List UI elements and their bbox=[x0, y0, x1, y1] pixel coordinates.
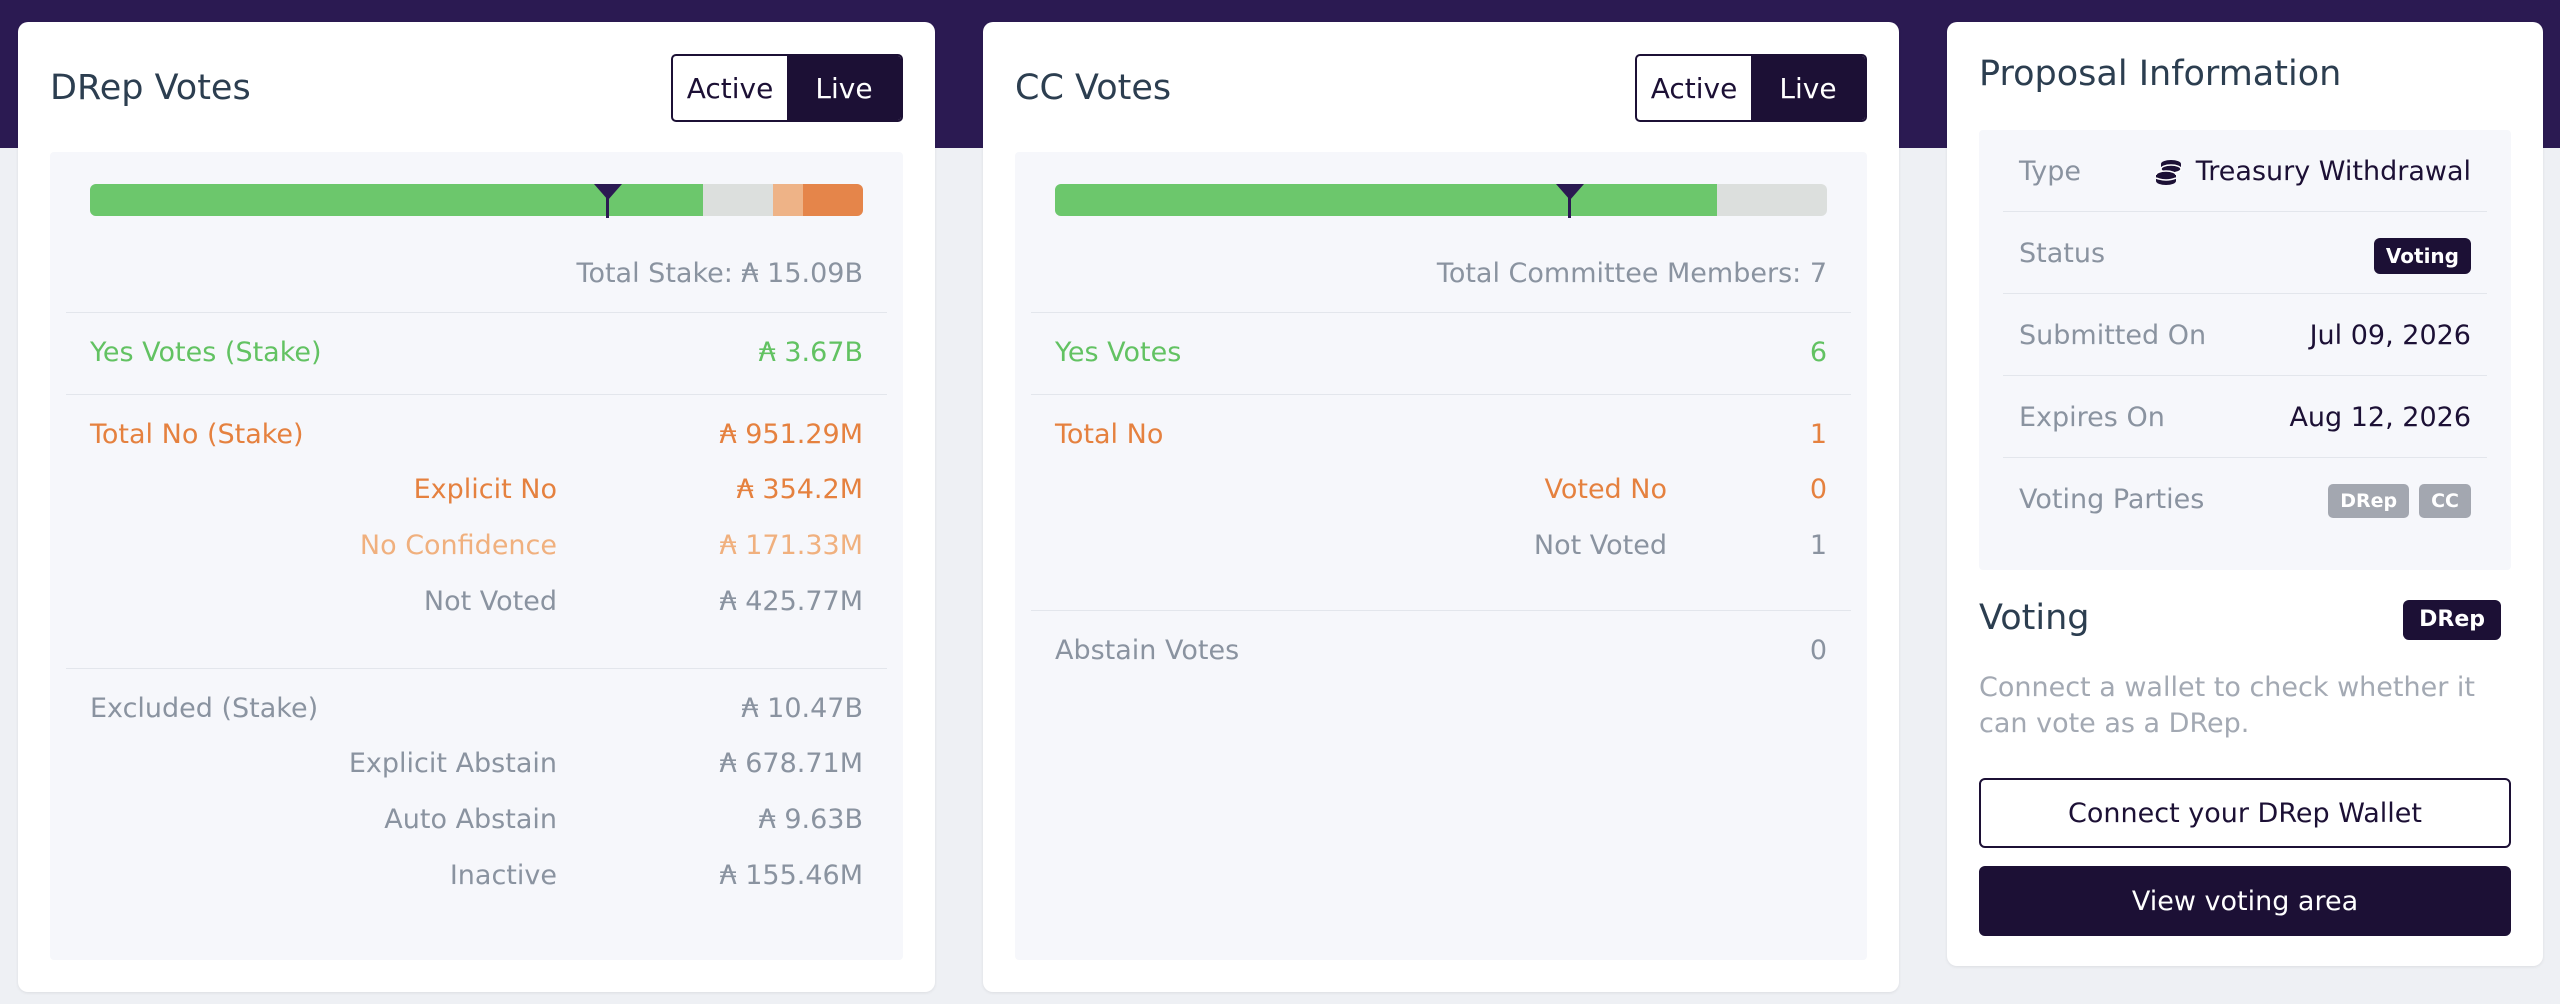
cc-yes-row: Yes Votes 6 bbox=[1031, 312, 1851, 392]
drep-auto-abstain-row: Auto Abstain ₳ 9.63B bbox=[66, 804, 887, 860]
cc-not-voted-label: Not Voted bbox=[1533, 530, 1667, 561]
drep-explicit-no-label: Explicit No bbox=[413, 474, 557, 505]
party-badge-cc: CC bbox=[2419, 484, 2471, 518]
drep-excluded-label: Excluded (Stake) bbox=[90, 693, 319, 724]
cc-voted-no-label: Voted No bbox=[1544, 474, 1667, 505]
drep-excluded-row: Excluded (Stake) ₳ 10.47B bbox=[66, 668, 887, 748]
drep-active-live-toggle: Active Live bbox=[671, 54, 903, 122]
info-type-label: Type bbox=[2019, 156, 2082, 187]
connect-drep-wallet-button[interactable]: Connect your DRep Wallet bbox=[1979, 778, 2511, 848]
info-submitted-row: Submitted On Jul 09, 2026 bbox=[2003, 294, 2487, 376]
cc-votes-title: CC Votes bbox=[1015, 68, 1172, 108]
drep-inactive-row: Inactive ₳ 155.46M bbox=[66, 860, 887, 916]
cc-not-voted-value: 1 bbox=[1809, 530, 1827, 561]
drep-yes-value: ₳ 3.67B bbox=[758, 337, 863, 368]
drep-explicit-no-row: Explicit No ₳ 354.2M bbox=[66, 474, 887, 530]
cc-no-value: 1 bbox=[1809, 419, 1827, 450]
drep-excluded-value: ₳ 10.47B bbox=[741, 693, 863, 724]
cc-no-label: Total No bbox=[1055, 419, 1164, 450]
voting-section-title: Voting bbox=[1979, 598, 2090, 638]
info-status-row: Status Voting bbox=[2003, 212, 2487, 294]
info-type-value: Treasury Withdrawal bbox=[2195, 156, 2471, 187]
drep-bar-explicit-no-segment bbox=[802, 184, 863, 216]
drep-votes-card: DRep Votes Active Live Total Stake: ₳ 15… bbox=[18, 22, 935, 992]
voting-description: Connect a wallet to check whether it can… bbox=[1979, 672, 2475, 739]
drep-no-confidence-label: No Confidence bbox=[359, 530, 557, 561]
info-submitted-label: Submitted On bbox=[2019, 320, 2207, 351]
info-expires-value: Aug 12, 2026 bbox=[2289, 402, 2471, 433]
drep-not-voted-row: Not Voted ₳ 425.77M bbox=[66, 586, 887, 642]
drep-no-confidence-value: ₳ 171.33M bbox=[719, 530, 863, 561]
drep-vote-progress-bar bbox=[90, 184, 863, 216]
drep-toggle-active[interactable]: Active bbox=[686, 71, 774, 105]
drep-not-voted-value: ₳ 425.77M bbox=[719, 586, 863, 617]
cc-total-members: Total Committee Members: 7 bbox=[1436, 258, 1827, 289]
drep-no-confidence-row: No Confidence ₳ 171.33M bbox=[66, 530, 887, 586]
info-expires-row: Expires On Aug 12, 2026 bbox=[2003, 376, 2487, 458]
info-type-row: Type Treasury Withdrawal bbox=[2003, 130, 2487, 212]
drep-auto-abstain-label: Auto Abstain bbox=[384, 804, 557, 835]
cc-abstain-value: 0 bbox=[1809, 635, 1827, 666]
drep-yes-label: Yes Votes (Stake) bbox=[90, 337, 322, 368]
cc-votes-card: CC Votes Active Live Total Committee Mem… bbox=[983, 22, 1899, 992]
drep-total-stake: Total Stake: ₳ 15.09B bbox=[576, 258, 863, 289]
drep-bar-noconfidence-segment bbox=[773, 184, 803, 216]
drep-votes-panel: Total Stake: ₳ 15.09B Yes Votes (Stake) … bbox=[50, 152, 903, 960]
cc-yes-value: 6 bbox=[1809, 337, 1827, 368]
view-voting-area-button[interactable]: View voting area bbox=[1979, 866, 2511, 936]
cc-no-row: Total No 1 bbox=[1031, 394, 1851, 474]
info-submitted-value: Jul 09, 2026 bbox=[2309, 320, 2471, 351]
drep-toggle-live[interactable]: Live bbox=[787, 56, 901, 120]
drep-threshold-marker bbox=[593, 184, 622, 218]
drep-bar-notvoted-segment bbox=[702, 184, 774, 216]
drep-explicit-no-value: ₳ 354.2M bbox=[736, 474, 863, 505]
cc-abstain-label: Abstain Votes bbox=[1055, 635, 1240, 666]
cc-toggle-active[interactable]: Active bbox=[1650, 71, 1738, 105]
drep-explicit-abstain-label: Explicit Abstain bbox=[348, 748, 557, 779]
info-status-label: Status bbox=[2019, 238, 2106, 269]
cc-not-voted-row: Not Voted 1 bbox=[1031, 530, 1851, 586]
cc-threshold-marker bbox=[1555, 184, 1584, 218]
cc-yes-label: Yes Votes bbox=[1055, 337, 1182, 368]
drep-no-row: Total No (Stake) ₳ 951.29M bbox=[66, 394, 887, 474]
info-parties-label: Voting Parties bbox=[2019, 484, 2205, 515]
drep-no-label: Total No (Stake) bbox=[90, 419, 304, 450]
drep-inactive-label: Inactive bbox=[449, 860, 557, 891]
drep-inactive-value: ₳ 155.46M bbox=[719, 860, 863, 891]
party-badge-drep: DRep bbox=[2328, 484, 2410, 518]
cc-voted-no-value: 0 bbox=[1809, 474, 1827, 505]
drep-no-value: ₳ 951.29M bbox=[719, 419, 863, 450]
proposal-info-title: Proposal Information bbox=[1979, 54, 2342, 94]
drep-votes-title: DRep Votes bbox=[50, 68, 251, 108]
info-parties-row: Voting Parties DRep CC bbox=[2003, 458, 2487, 540]
cc-bar-yes-segment bbox=[1055, 184, 1717, 216]
proposal-info-panel: Type Treasury Withdrawal Status bbox=[1979, 130, 2511, 570]
info-expires-label: Expires On bbox=[2019, 402, 2165, 433]
cc-vote-progress-bar bbox=[1055, 184, 1827, 216]
drep-yes-row: Yes Votes (Stake) ₳ 3.67B bbox=[66, 312, 887, 392]
cc-votes-panel: Total Committee Members: 7 Yes Votes 6 T… bbox=[1015, 152, 1867, 960]
coins-icon bbox=[2154, 157, 2184, 187]
cc-voted-no-row: Voted No 0 bbox=[1031, 474, 1851, 530]
cc-active-live-toggle: Active Live bbox=[1635, 54, 1867, 122]
drep-not-voted-label: Not Voted bbox=[423, 586, 557, 617]
drep-explicit-abstain-row: Explicit Abstain ₳ 678.71M bbox=[66, 748, 887, 804]
cc-toggle-live[interactable]: Live bbox=[1751, 56, 1865, 120]
drep-explicit-abstain-value: ₳ 678.71M bbox=[719, 748, 863, 779]
voting-role-badge: DRep bbox=[2403, 600, 2501, 640]
status-badge: Voting bbox=[2373, 238, 2471, 274]
proposal-info-card: Proposal Information Type Treasury Withd bbox=[1947, 22, 2543, 966]
drep-auto-abstain-value: ₳ 9.63B bbox=[758, 804, 863, 835]
cc-abstain-row: Abstain Votes 0 bbox=[1031, 610, 1851, 690]
